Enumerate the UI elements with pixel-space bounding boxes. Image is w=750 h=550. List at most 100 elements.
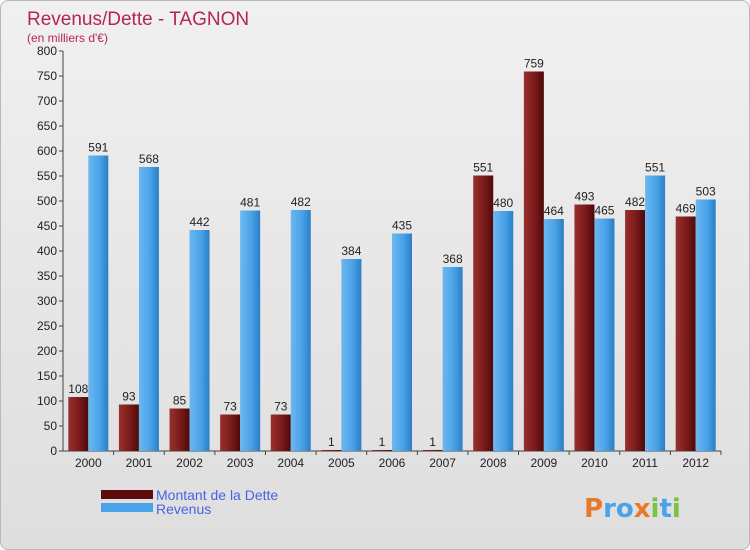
debt-value-label: 93 [122, 390, 136, 404]
debt-bar [675, 216, 696, 451]
revenus-value-label: 465 [594, 204, 614, 218]
y-tick-label: 750 [37, 69, 57, 83]
y-tick-label: 100 [37, 394, 57, 408]
x-axis: 2000 2001 2002 2003 2004 2005 2006 2007 2008 2009… [63, 450, 722, 470]
x-tick-label: 2005 [328, 456, 355, 470]
y-tick-label: 700 [37, 94, 57, 108]
y-tick-label: 350 [37, 269, 57, 283]
debt-bar [625, 210, 646, 451]
y-tick-label: 500 [37, 194, 57, 208]
y-tick-label: 450 [37, 219, 57, 233]
x-tick-label: 2003 [227, 456, 254, 470]
logo-letter: r [603, 494, 616, 524]
legend-label-debt: Montant de la Dette [156, 487, 278, 503]
y-axis: 0 50 100 150 200 250 300 350 400 450 500 550 600 650 7… [37, 44, 64, 458]
debt-bar [574, 204, 595, 451]
logo-letter: x [634, 494, 651, 524]
revenus-value-label: 480 [493, 196, 513, 210]
logo-letter: t [659, 494, 671, 524]
y-tick-label: 300 [37, 294, 57, 308]
y-tick-label: 600 [37, 144, 57, 158]
revenus-value-label: 442 [190, 215, 210, 229]
revenus-bar [543, 219, 564, 451]
debt-bar [422, 450, 443, 451]
debt-bar [169, 408, 190, 451]
debt-value-label: 1 [429, 435, 436, 449]
revenus-value-label: 384 [341, 244, 361, 258]
debt-value-label: 1 [328, 435, 335, 449]
value-labels: 108 591 93 568 85 442 73 481 73 482 1 384 1 435 1 368 55… [68, 57, 716, 450]
revenus-value-label: 464 [544, 204, 564, 218]
legend-label-revenus: Revenus [156, 501, 211, 517]
debt-value-label: 493 [574, 190, 594, 204]
debt-value-label: 85 [173, 394, 187, 408]
debt-bar [68, 397, 89, 451]
revenus-bar [695, 199, 716, 451]
legend-swatch-debt [101, 490, 153, 499]
y-tick-label: 650 [37, 119, 57, 133]
revenus-value-label: 481 [240, 196, 260, 210]
x-tick-label: 2007 [429, 456, 456, 470]
revenus-value-label: 482 [291, 195, 311, 209]
revenus-value-label: 503 [696, 185, 716, 199]
revenus-bar [189, 230, 210, 451]
legend-swatch-revenus [101, 503, 153, 512]
x-tick-label: 2010 [581, 456, 608, 470]
debt-value-label: 73 [223, 400, 237, 414]
debt-value-label: 73 [274, 400, 288, 414]
legend: Montant de la Dette Revenus [101, 487, 278, 517]
chart-subtitle: (en milliers d'€) [27, 31, 108, 45]
revenus-bar [240, 210, 261, 451]
x-tick-label: 2001 [126, 456, 153, 470]
revenus-bar [341, 259, 362, 451]
y-tick-label: 550 [37, 169, 57, 183]
x-tick-label: 2006 [379, 456, 406, 470]
debt-value-label: 482 [625, 195, 645, 209]
revenus-bar [392, 233, 412, 451]
x-tick-label: 2009 [530, 456, 557, 470]
proxiti-logo: Proxiti [584, 494, 681, 524]
revenus-bar [493, 211, 514, 451]
revenus-value-label: 591 [88, 141, 108, 155]
y-tick-label: 250 [37, 319, 57, 333]
y-tick-label: 150 [37, 369, 57, 383]
revenus-bar [88, 155, 109, 451]
debt-bar [270, 414, 291, 451]
x-tick-label: 2008 [480, 456, 507, 470]
y-tick-label: 50 [44, 419, 58, 433]
revenus-value-label: 435 [392, 219, 412, 233]
y-tick-label: 400 [37, 244, 57, 258]
debt-bar [220, 414, 241, 451]
revenus-bar [290, 210, 311, 451]
debt-value-label: 108 [68, 382, 88, 396]
x-tick-label: 2012 [682, 456, 709, 470]
revenus-value-label: 368 [443, 252, 463, 266]
debt-value-label: 1 [379, 435, 386, 449]
chart-title: Revenus/Dette - TAGNON [27, 9, 249, 30]
revenus-bar [645, 175, 666, 451]
logo-letter: P [584, 494, 603, 524]
revenus-value-label: 568 [139, 152, 159, 166]
revenus-value-label: 551 [645, 161, 665, 175]
logo-letter: i [651, 494, 660, 524]
logo-letter: o [616, 494, 634, 524]
revenus-bar [138, 167, 159, 451]
x-tick-label: 2011 [632, 456, 658, 470]
y-tick-label: 800 [37, 44, 57, 58]
debt-bar [321, 450, 342, 451]
debt-bar [523, 71, 544, 451]
x-tick-label: 2002 [176, 456, 203, 470]
revenus-bar [594, 218, 615, 451]
y-tick-label: 200 [37, 344, 57, 358]
y-tick-label: 0 [50, 444, 57, 458]
x-tick-label: 2004 [277, 456, 304, 470]
logo-letter: i [672, 494, 681, 524]
debt-value-label: 759 [524, 57, 544, 71]
x-tick-label: 2000 [75, 456, 102, 470]
debt-value-label: 551 [473, 161, 493, 175]
revenus-bar [442, 267, 463, 451]
debt-value-label: 469 [676, 202, 696, 216]
debt-bar [372, 450, 392, 451]
